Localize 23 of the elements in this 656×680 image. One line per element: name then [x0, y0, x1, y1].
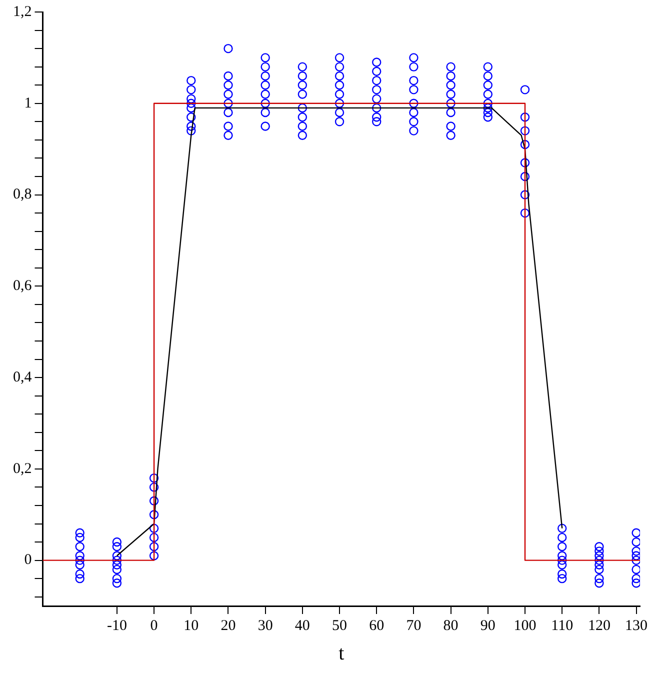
y-tick-label: 1,2: [13, 4, 32, 20]
x-tick-label: 130: [625, 618, 648, 634]
x-tick-label: 0: [150, 618, 158, 634]
x-tick-label: 110: [551, 618, 574, 634]
x-tick-label: 10: [184, 618, 199, 634]
x-tick-label: 60: [369, 618, 384, 634]
x-tick-label: 30: [258, 618, 273, 634]
x-tick-label: 90: [480, 618, 496, 634]
y-tick-label: 0,4: [13, 369, 32, 386]
x-tick-label: 70: [406, 618, 422, 634]
y-tick-label: 0,6: [13, 278, 32, 294]
x-tick-label: 100: [514, 618, 536, 634]
y-tick-label: 0,8: [13, 186, 32, 203]
y-tick-label: 0,2: [13, 460, 32, 477]
x-tick-label: 80: [443, 618, 458, 634]
x-tick-label: 20: [220, 618, 236, 634]
x-tick-label: 50: [332, 618, 348, 634]
y-tick-label: 1: [24, 95, 32, 112]
x-tick-label: 40: [294, 618, 310, 634]
x-axis-title: t: [338, 642, 345, 664]
y-tick-label: 0: [24, 552, 32, 568]
x-tick-label: -10: [106, 618, 127, 634]
x-tick-label: 120: [588, 618, 610, 634]
